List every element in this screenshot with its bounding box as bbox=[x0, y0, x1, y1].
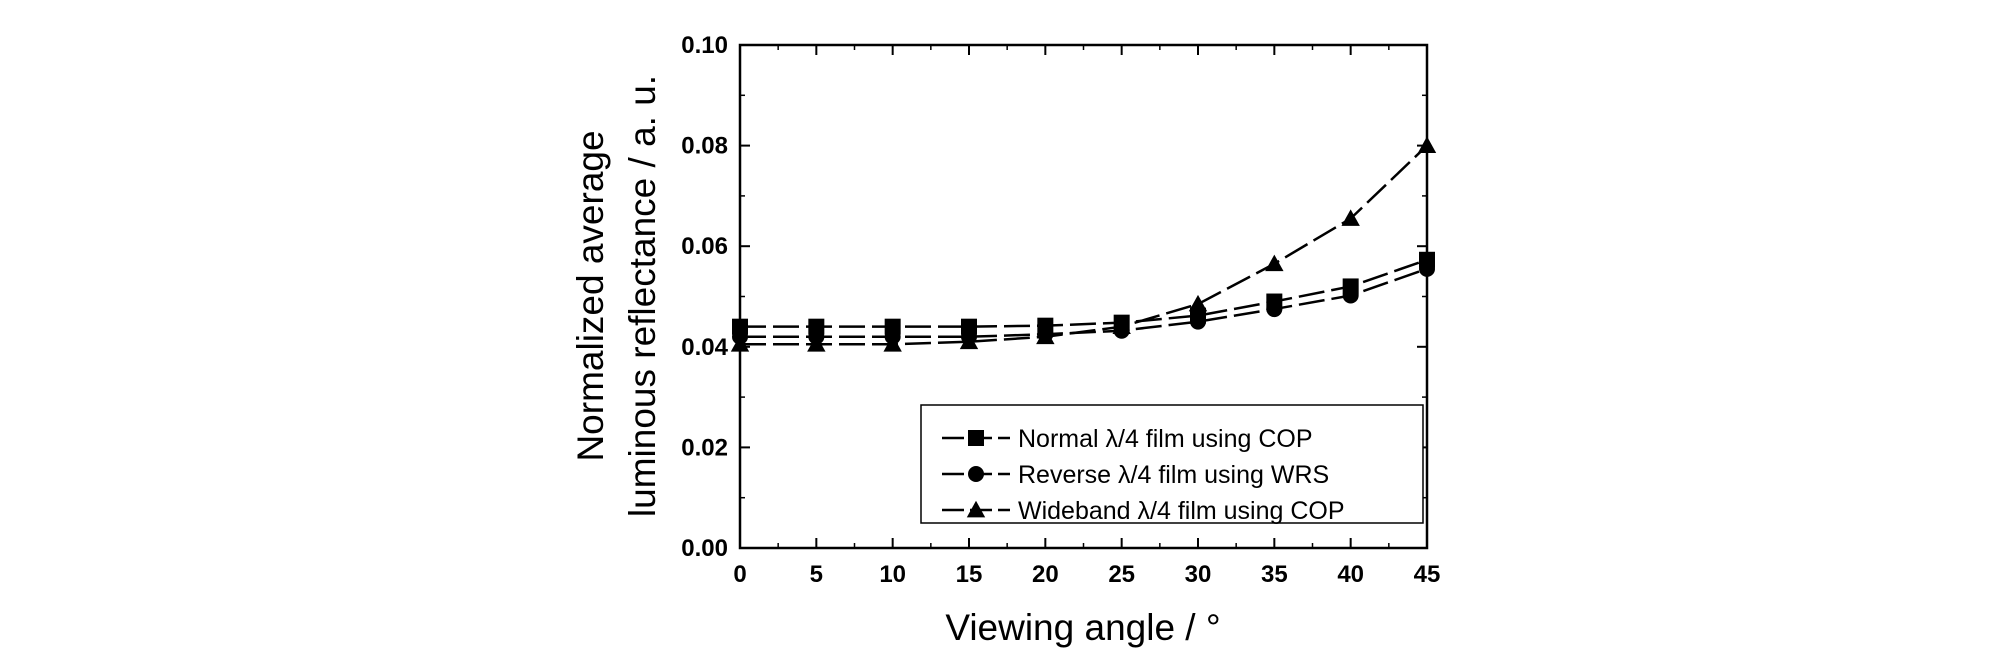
x-tick-label: 40 bbox=[1337, 561, 1364, 588]
legend-label: Normal λ/4 film using COP bbox=[1018, 425, 1313, 453]
legend: Normal λ/4 film using COP Reverse λ/4 fil… bbox=[920, 404, 1424, 525]
data-point-circle bbox=[1342, 287, 1359, 304]
legend-marker-square bbox=[968, 430, 984, 446]
x-tick-label: 45 bbox=[1414, 561, 1441, 588]
series-line bbox=[740, 258, 1428, 328]
legend-item: Normal λ/4 film using COP bbox=[942, 425, 1313, 453]
y-tick-label: 0.02 bbox=[681, 434, 728, 461]
x-tick-label: 10 bbox=[879, 561, 906, 588]
data-point-triangle bbox=[959, 332, 979, 350]
data-point-circle bbox=[1266, 301, 1283, 318]
data-point-triangle bbox=[807, 335, 826, 352]
data-point-triangle bbox=[1036, 327, 1055, 345]
y-axis-title-line-1: Normalized average bbox=[570, 130, 611, 461]
data-point-circle bbox=[1190, 313, 1206, 330]
y-axis-title-line-2: luminous reflectance / a. u. bbox=[622, 75, 663, 517]
series-line bbox=[740, 144, 1428, 346]
y-tick-label: 0.00 bbox=[681, 535, 728, 562]
data-point-triangle bbox=[1188, 294, 1208, 312]
legend-marker-triangle bbox=[966, 500, 986, 518]
data-point-triangle bbox=[1341, 209, 1360, 226]
legend-label: Reverse λ/4 film using WRS bbox=[1018, 461, 1329, 489]
x-tick-label: 35 bbox=[1261, 561, 1288, 588]
legend-marker-circle bbox=[968, 466, 984, 482]
data-point-triangle bbox=[883, 335, 902, 352]
x-axis-title: Viewing angle / ° bbox=[945, 607, 1220, 648]
y-tick-label: 0.04 bbox=[681, 334, 728, 361]
y-tick-label: 0.06 bbox=[681, 233, 728, 260]
y-tick-label: 0.08 bbox=[681, 133, 728, 160]
x-tick-label: 20 bbox=[1032, 561, 1059, 588]
series-square bbox=[732, 251, 1435, 335]
y-tick-label: 0.10 bbox=[681, 32, 728, 59]
x-tick-label: 25 bbox=[1108, 561, 1135, 588]
x-tick-label: 5 bbox=[810, 561, 823, 588]
legend-label: Wideband λ/4 film using COP bbox=[1018, 497, 1345, 525]
series-triangle bbox=[730, 136, 1437, 352]
legend-item: Reverse λ/4 film using WRS bbox=[942, 461, 1329, 489]
x-tick-label: 30 bbox=[1185, 561, 1212, 588]
data-point-triangle bbox=[1265, 254, 1284, 272]
legend-item: Wideband λ/4 film using COP bbox=[942, 497, 1345, 525]
legend-box bbox=[920, 404, 1424, 524]
data-point-triangle bbox=[1112, 317, 1131, 335]
x-tick-label: 0 bbox=[733, 561, 746, 588]
x-tick-label: 15 bbox=[956, 561, 983, 588]
